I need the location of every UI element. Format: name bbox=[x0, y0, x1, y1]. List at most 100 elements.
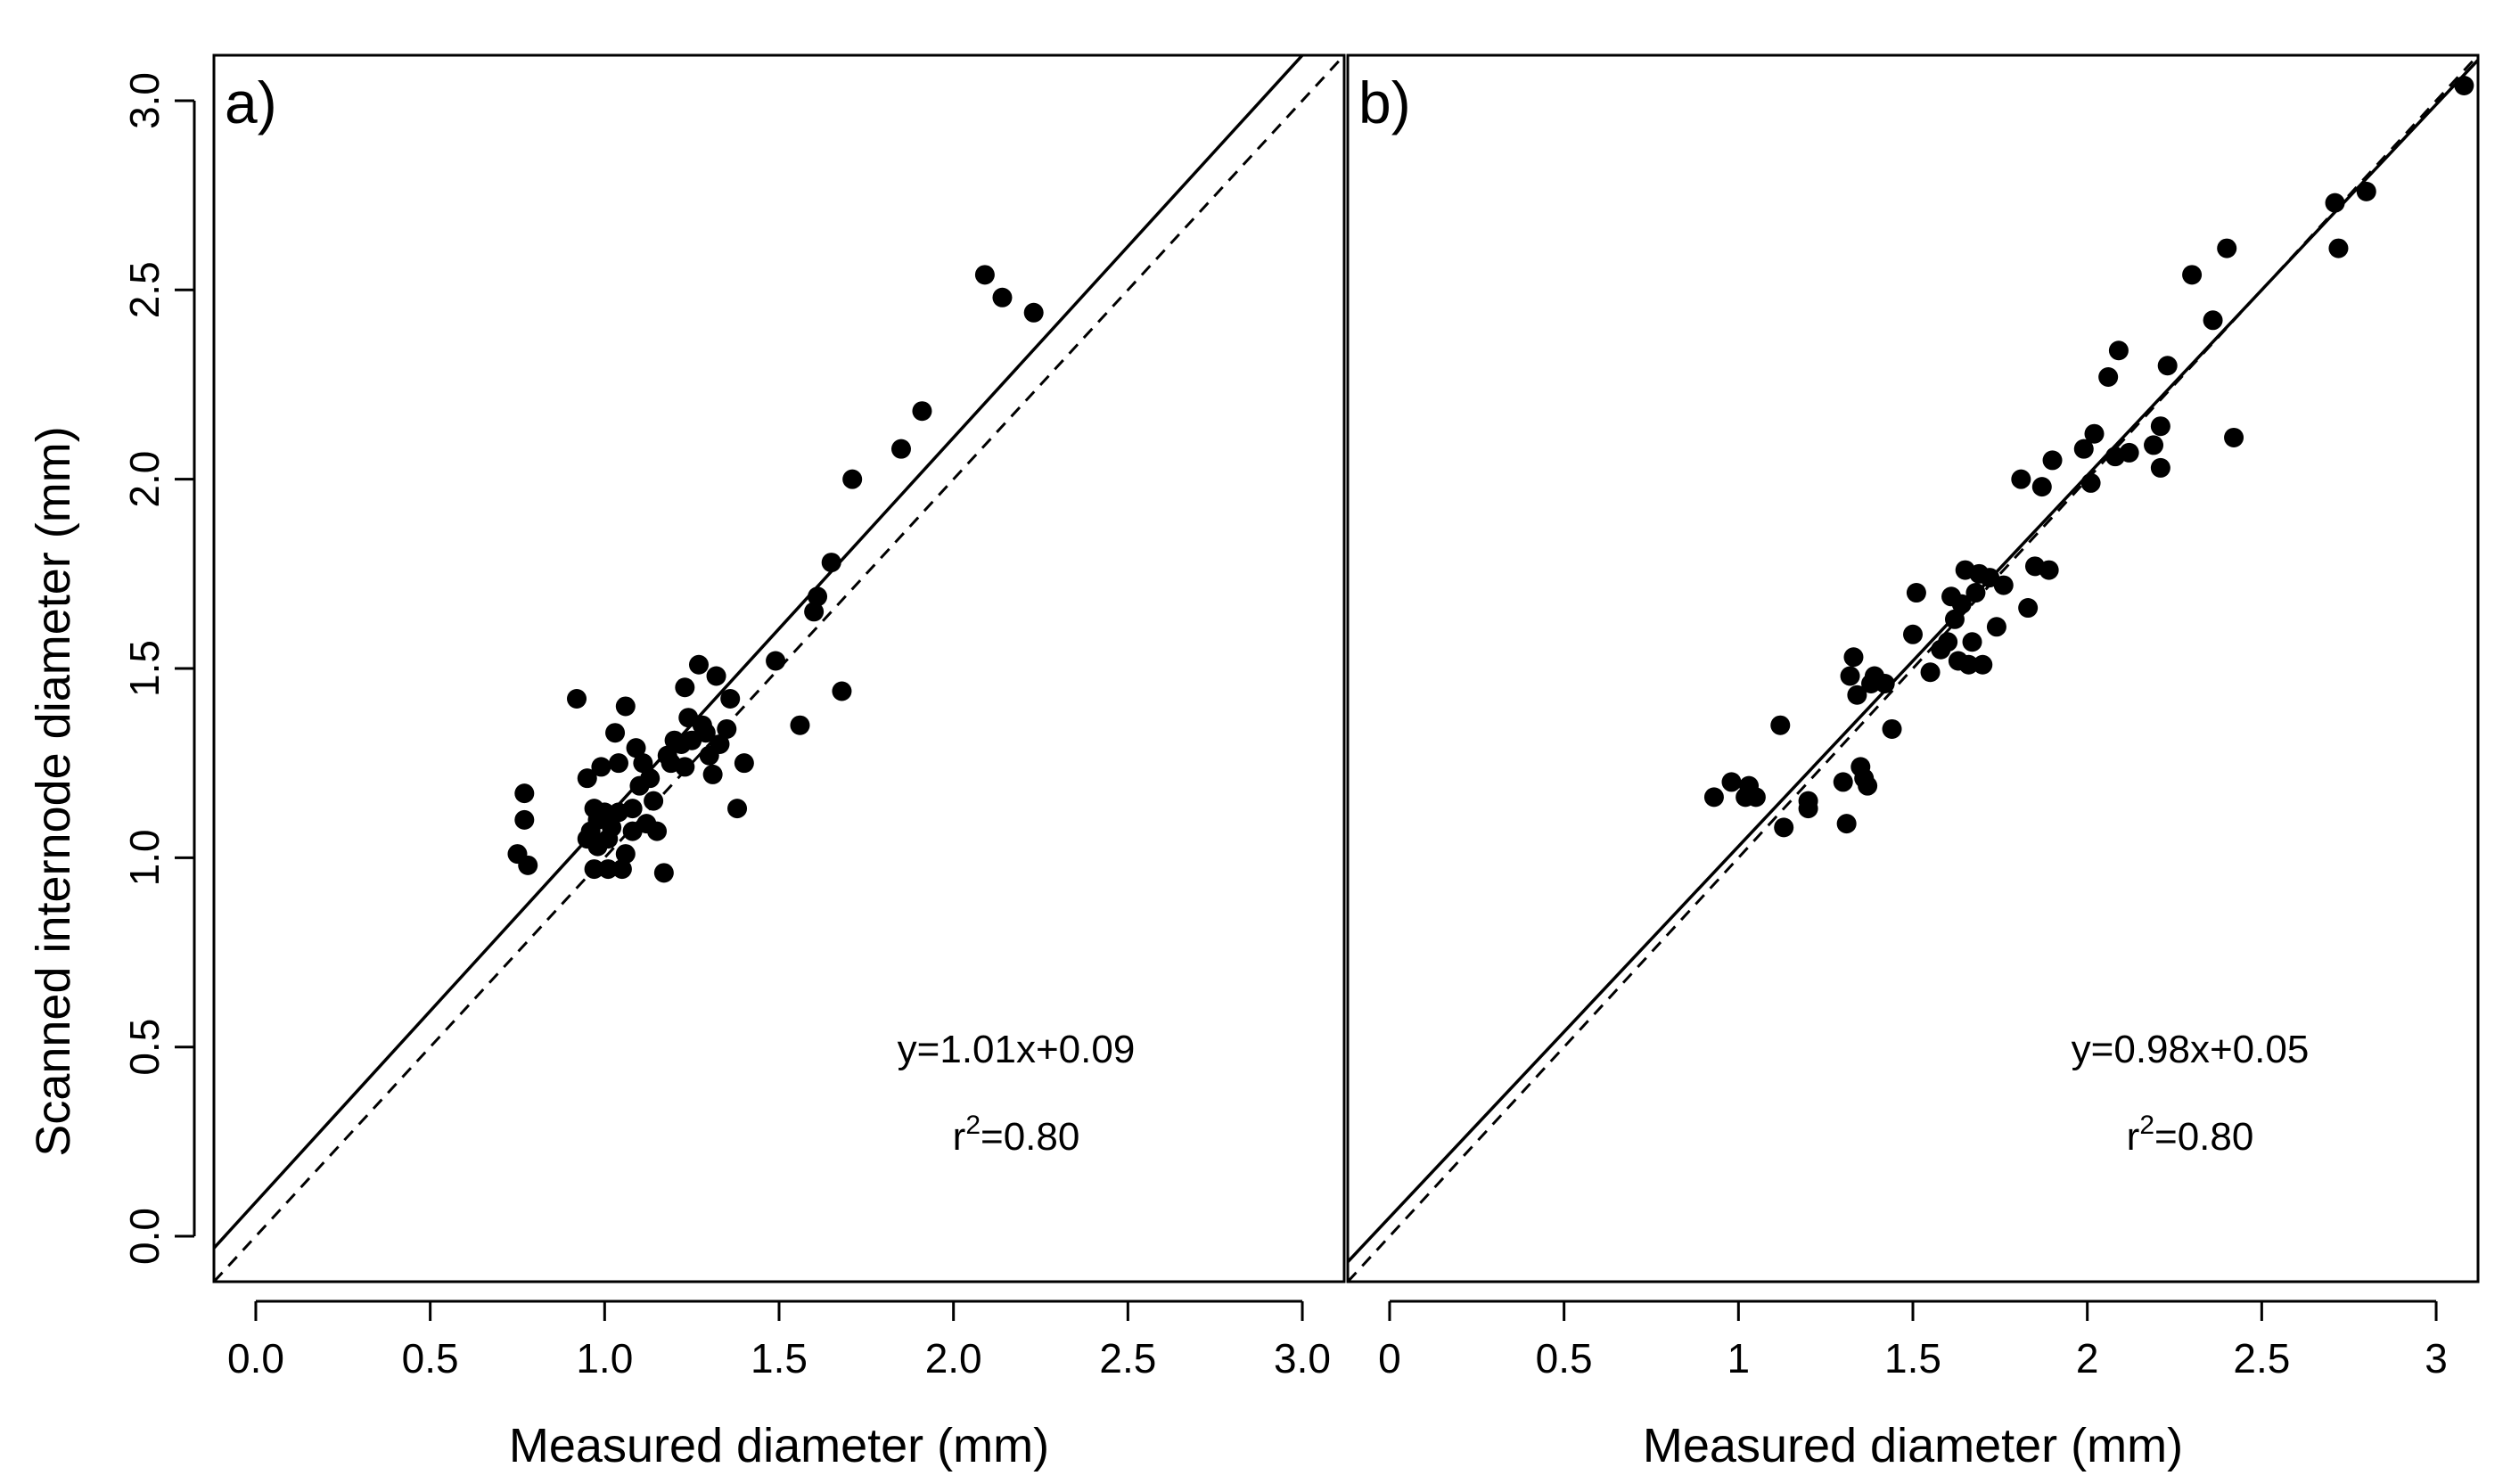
panel-a-data-point bbox=[734, 753, 754, 774]
panel-a-data-point bbox=[640, 768, 661, 789]
panel-a-data-point bbox=[608, 753, 628, 774]
panel-b-x-tick-label: 1 bbox=[1727, 1335, 1751, 1382]
panel-a-data-point bbox=[584, 859, 604, 880]
panel-b-data-point bbox=[1986, 617, 2006, 637]
panel-b-data-point bbox=[1836, 814, 1857, 834]
panel-b-data-point bbox=[1962, 632, 1982, 652]
panel-a-data-point bbox=[675, 677, 695, 698]
panel-a-x-tick-label: 2.0 bbox=[925, 1335, 982, 1382]
panel-a-data-point bbox=[514, 809, 535, 830]
panel-b-equation: y=0.98x+0.05 bbox=[2072, 1028, 2310, 1071]
panel-b-frame bbox=[1346, 53, 2480, 1283]
panel-b-data-point bbox=[1721, 772, 1742, 792]
panel-a-data-point bbox=[622, 799, 643, 819]
panel-b-data-point bbox=[2224, 427, 2244, 447]
panel-b-x-tick-label: 2 bbox=[2076, 1335, 2099, 1382]
panel-a-data-point bbox=[695, 723, 716, 743]
panel-a-x-tick-label: 1.0 bbox=[576, 1335, 633, 1382]
panel-a-frame bbox=[212, 53, 1346, 1283]
panel-b-data-point bbox=[2150, 457, 2170, 478]
panel-a-data-point bbox=[912, 401, 932, 422]
panel-a-data-point bbox=[653, 863, 674, 883]
panel-a-data-point bbox=[706, 666, 726, 686]
panel-b-x-tick-label: 0 bbox=[1378, 1335, 1401, 1382]
panel-a-data-point bbox=[842, 469, 863, 489]
panel-a-data-point bbox=[1023, 302, 1044, 323]
panel-b-data-point bbox=[2018, 598, 2039, 619]
panel-a-y-tick-label: 0.0 bbox=[121, 1208, 168, 1265]
panel-a-data-point bbox=[644, 791, 664, 811]
panel-b-data-point bbox=[1843, 647, 1864, 668]
panel-a-data-point bbox=[890, 439, 911, 459]
panel-b-data-point bbox=[2042, 450, 2063, 471]
panel-a-y-tick-label: 2.5 bbox=[121, 261, 168, 318]
panel-b-data-point bbox=[1833, 772, 1853, 792]
panel-a-data-point bbox=[790, 715, 810, 735]
panel-a-data-point bbox=[626, 738, 646, 758]
panel-a-data-point bbox=[615, 696, 636, 717]
panel-b-data-point bbox=[2098, 366, 2119, 387]
panel-a-data-point bbox=[605, 723, 626, 743]
panel-b-data-point bbox=[1847, 685, 1867, 705]
panel-a-y-tick-label: 0.5 bbox=[121, 1019, 168, 1076]
panel-a: 0.0 0.5 1.0 1.5 2.0 2.5 3.0 0.0 0.5 1.0 1.5 2.0 2.5 3… bbox=[121, 53, 1346, 1472]
panel-b-x-tick-label: 2.5 bbox=[2233, 1335, 2290, 1382]
panel-a-data-point bbox=[675, 757, 695, 777]
panel-b-r2-sup: 2 bbox=[2139, 1111, 2154, 1140]
panel-b-data-point bbox=[1745, 787, 1766, 808]
panel-b-data-point bbox=[2356, 181, 2376, 201]
panel-a-data-point bbox=[710, 734, 730, 754]
panel-a-x-axis-title: Measured diameter (mm) bbox=[509, 1419, 1049, 1472]
panel-b-data-point bbox=[2031, 477, 2052, 497]
panel-b-data-point bbox=[1882, 718, 1902, 739]
panel-b-data-point bbox=[2144, 435, 2164, 455]
panel-a-data-point bbox=[577, 768, 597, 789]
panel-b-data-point bbox=[2084, 423, 2105, 444]
panel-a-x-tick-label: 0.0 bbox=[227, 1335, 284, 1382]
panel-b-data-point bbox=[1703, 787, 1724, 808]
panel-a-data-point bbox=[602, 817, 622, 838]
panel-b-data-point bbox=[1906, 583, 1926, 603]
panel-a-data-point bbox=[832, 681, 852, 701]
panel-a-x-tick-label: 3.0 bbox=[1274, 1335, 1331, 1382]
panel-b-data-point bbox=[2039, 560, 2059, 580]
panel-b-data-point bbox=[1770, 715, 1791, 735]
panel-a-data-point bbox=[821, 553, 841, 573]
panel-b-data-point bbox=[2073, 439, 2094, 459]
panel-b-ticks: 0 0.5 1 1.5 2 2.5 3 bbox=[1378, 1300, 2448, 1382]
panel-b-fit-line bbox=[1348, 59, 2478, 1263]
panel-a-data-point bbox=[727, 799, 748, 819]
panel-a-data-point bbox=[974, 265, 995, 285]
panel-a-r2-sup: 2 bbox=[965, 1111, 981, 1140]
panel-a-y-tick-label: 2.0 bbox=[121, 451, 168, 508]
panel-a-x-tick-label: 2.5 bbox=[1099, 1335, 1156, 1382]
panel-a-y-tick-label: 1.0 bbox=[121, 829, 168, 886]
panel-a-data-point bbox=[647, 821, 668, 841]
panel-b-data-point bbox=[2157, 356, 2178, 376]
panel-b-data-point bbox=[2203, 310, 2223, 331]
panel-b-data-point bbox=[1938, 632, 1958, 652]
panel-a-r2-prefix: r bbox=[953, 1115, 966, 1159]
panel-a-data-point bbox=[717, 718, 737, 739]
panel-a-data-point bbox=[702, 764, 723, 784]
panel-b-data-point bbox=[2080, 472, 2101, 493]
panel-b-data-point bbox=[1858, 775, 1878, 796]
panel-a-data-point bbox=[591, 757, 611, 777]
panel-b-data-point bbox=[2325, 193, 2345, 213]
panel-b-x-tick-label: 0.5 bbox=[1536, 1335, 1593, 1382]
panel-b-data-point bbox=[2011, 469, 2031, 489]
panel-b-x-tick-label: 1.5 bbox=[1884, 1335, 1941, 1382]
panel-a-data-point bbox=[598, 859, 619, 880]
panel-a-r2: r2=0.80 bbox=[953, 1111, 1080, 1159]
panel-b-data-point bbox=[1774, 817, 1794, 838]
panel-b-data-point bbox=[2119, 442, 2139, 463]
panel-b-data-point bbox=[1958, 654, 1979, 675]
panel-b-data-point bbox=[2150, 416, 2170, 437]
panel-b-data-point bbox=[1965, 583, 1986, 603]
panel-b-data-point bbox=[2182, 265, 2203, 285]
panel-b-data-point bbox=[1875, 673, 1895, 693]
panel-b-data-point bbox=[2217, 238, 2237, 258]
panel-a-y-tick-label: 1.5 bbox=[121, 640, 168, 697]
y-axis-title: Scanned internode diameter (mm) bbox=[27, 426, 80, 1156]
